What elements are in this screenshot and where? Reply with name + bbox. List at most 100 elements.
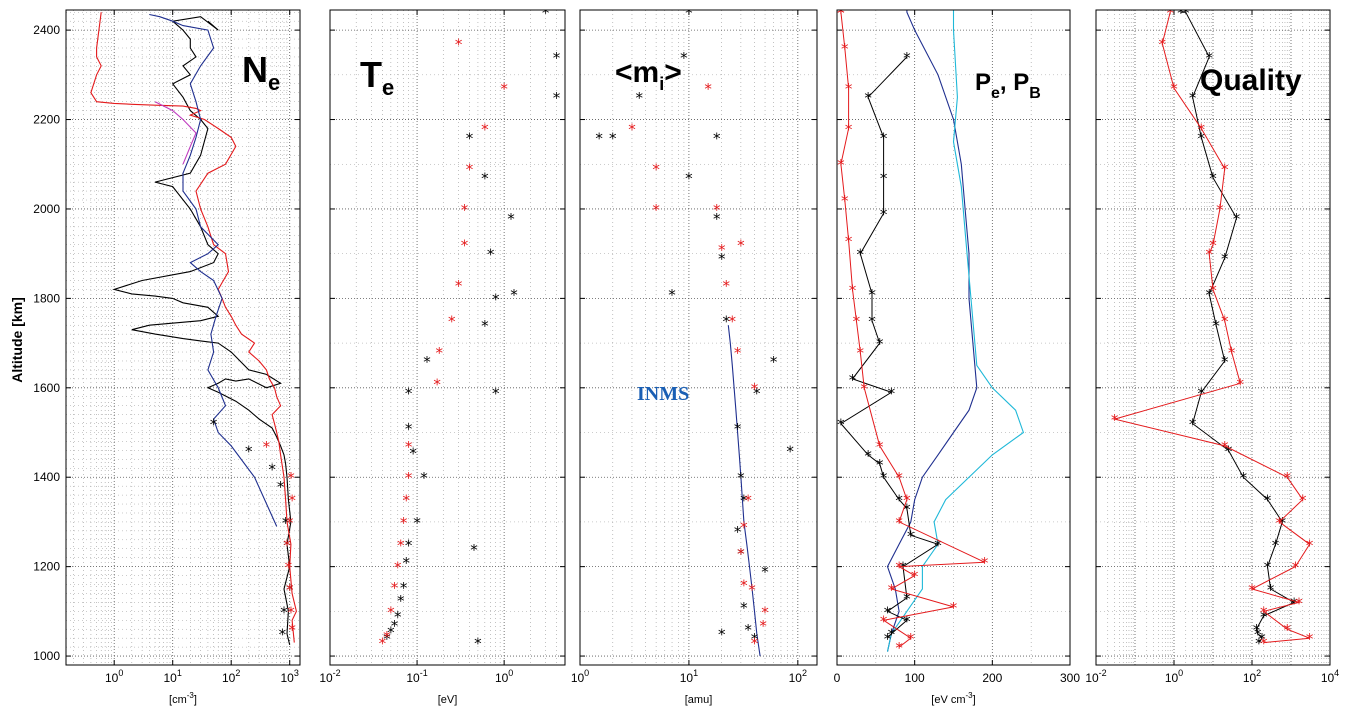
x-tick-label: 100 — [105, 668, 123, 685]
data-point: * — [837, 4, 845, 22]
y-tick-label: 1400 — [33, 470, 60, 484]
data-point: * — [1159, 36, 1167, 54]
data-point: * — [628, 120, 636, 138]
data-point: * — [761, 603, 769, 621]
data-point: * — [1221, 353, 1229, 371]
data-point: * — [899, 559, 907, 577]
data-point: * — [740, 577, 748, 595]
data-point: * — [1198, 129, 1206, 147]
x-tick-label: 200 — [982, 671, 1002, 685]
data-point: * — [880, 612, 888, 630]
data-point: * — [423, 353, 431, 371]
data-point: * — [857, 344, 865, 362]
data-point: * — [981, 554, 989, 572]
data-point: * — [1205, 49, 1213, 67]
data-point: * — [713, 129, 721, 147]
data-point: * — [383, 628, 391, 646]
data-point: * — [391, 579, 399, 597]
data-point: * — [1111, 411, 1119, 429]
data-point: * — [455, 36, 463, 54]
grid — [66, 10, 300, 665]
data-point: * — [744, 621, 752, 639]
data-point: * — [1221, 438, 1229, 456]
data-point: * — [405, 469, 413, 487]
data-point: * — [895, 559, 903, 577]
series-line-cyan — [886, 10, 1025, 652]
data-point: * — [903, 590, 911, 608]
data-point: * — [461, 201, 469, 219]
y-tick-label: 2000 — [33, 202, 60, 216]
data-point: * — [880, 129, 888, 147]
data-point: * — [907, 527, 915, 545]
data-point: * — [1306, 536, 1314, 554]
data-point: * — [713, 210, 721, 228]
y-tick-label: 2400 — [33, 23, 60, 37]
data-point: * — [1209, 170, 1217, 188]
data-point: * — [734, 420, 742, 438]
x-tick-label: 10-2 — [1085, 668, 1106, 685]
data-point: * — [461, 237, 469, 255]
series-line-navy — [727, 325, 761, 657]
data-point: * — [433, 375, 441, 393]
data-point: * — [1221, 250, 1229, 268]
data-point: * — [737, 545, 745, 563]
data-point: * — [903, 492, 911, 510]
y-tick-label: 1200 — [33, 560, 60, 574]
data-point: * — [391, 617, 399, 635]
data-point: * — [1283, 469, 1291, 487]
data-point: * — [210, 416, 218, 434]
data-point: * — [876, 438, 884, 456]
data-point: * — [436, 344, 444, 362]
data-point: * — [1225, 442, 1233, 460]
panel-title: Quality — [1200, 64, 1302, 97]
data-point: * — [379, 635, 387, 653]
data-point: * — [1233, 210, 1241, 228]
data-point: * — [397, 536, 405, 554]
data-point: * — [481, 317, 489, 335]
panel-title: Te — [360, 54, 394, 100]
data-point: * — [888, 581, 896, 599]
data-point: * — [734, 344, 742, 362]
data-layer: ****************************************… — [837, 4, 1025, 657]
data-point: * — [1248, 581, 1256, 599]
data-point: * — [837, 4, 845, 22]
grid — [580, 10, 817, 665]
data-point: * — [845, 80, 853, 98]
data-point: * — [286, 581, 294, 599]
data-point: * — [685, 4, 693, 22]
data-point: * — [553, 49, 561, 67]
data-point: * — [405, 536, 413, 554]
data-point: * — [636, 89, 644, 107]
data-point: * — [492, 384, 500, 402]
series-line-red — [840, 12, 985, 648]
data-point: * — [907, 630, 915, 648]
data-point: * — [903, 49, 911, 67]
data-point: * — [405, 384, 413, 402]
data-point: * — [448, 313, 456, 331]
data-point: * — [1292, 559, 1300, 577]
data-point: * — [1221, 313, 1229, 331]
data-point: * — [737, 469, 745, 487]
data-point: * — [1276, 514, 1284, 532]
data-point: * — [950, 599, 958, 617]
axes-box — [65, 9, 301, 666]
data-point: * — [288, 492, 296, 510]
data-point: * — [680, 49, 688, 67]
data-point: * — [283, 536, 291, 554]
data-point: * — [864, 89, 872, 107]
data-point: * — [713, 201, 721, 219]
y-axis-label: Altitude [km] — [9, 297, 25, 383]
data-point: * — [1228, 344, 1236, 362]
series-line-black — [840, 56, 940, 639]
series-line-black — [1180, 11, 1296, 643]
x-tick-label: 101 — [680, 668, 698, 685]
x-tick-label: 102 — [1243, 668, 1261, 685]
data-point: * — [668, 286, 676, 304]
data-point: * — [394, 608, 402, 626]
data-point: * — [287, 603, 295, 621]
data-point: * — [740, 518, 748, 536]
inms-annotation: INMS — [637, 383, 689, 405]
data-point: * — [849, 371, 857, 389]
data-point: * — [1253, 621, 1261, 639]
data-point: * — [876, 456, 884, 474]
